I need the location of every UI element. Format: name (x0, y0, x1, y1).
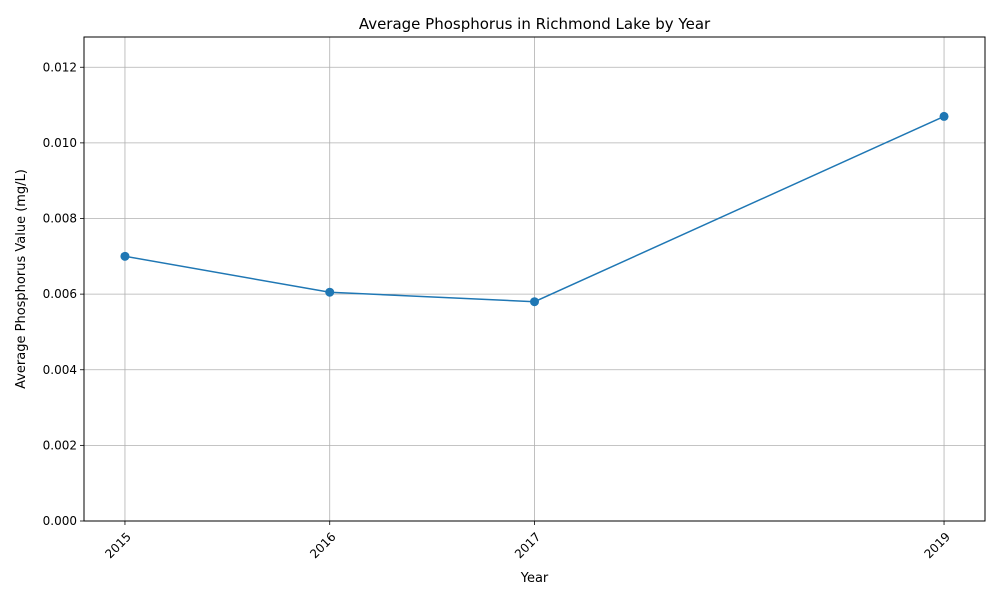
y-tick-label: 0.000 (43, 514, 77, 528)
data-point (939, 111, 949, 121)
series-line (124, 115, 945, 303)
y-tick-label: 0.006 (43, 287, 77, 301)
y-tick-label: 0.004 (43, 363, 77, 377)
y-tick-label: 0.002 (43, 438, 77, 452)
y-tick-label: 0.010 (43, 136, 77, 150)
data-point (325, 287, 335, 297)
x-axis-label: Year (520, 571, 549, 586)
series-layer (120, 111, 949, 307)
chart-title: Average Phosphorus in Richmond Lake by Y… (359, 15, 711, 33)
y-axis-ticks: 0.000 0.002 0.004 0.006 0.008 0.010 0.012 (43, 60, 84, 528)
y-tick-label: 0.012 (43, 60, 77, 74)
y-axis-label: Average Phosphorus Value (mg/L) (14, 169, 29, 389)
data-point (530, 297, 539, 307)
grid-lines (84, 37, 985, 522)
data-point (120, 251, 130, 261)
y-tick-label: 0.008 (43, 212, 77, 226)
